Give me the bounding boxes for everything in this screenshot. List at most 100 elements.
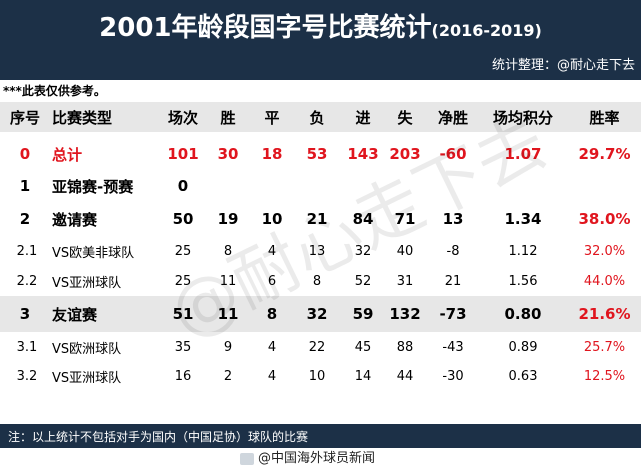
cell-no: 3.2 (16, 368, 38, 384)
cell-loss: 32 (306, 305, 328, 323)
cell-draw: 18 (261, 145, 283, 163)
cell-played: 25 (174, 273, 192, 289)
cell-goals-for: 45 (354, 339, 372, 355)
cell-points-per-game (478, 170, 568, 202)
header-type: 比赛类型 (52, 108, 113, 127)
cell-goal-diff (428, 170, 478, 202)
cell-draw: 4 (267, 368, 277, 384)
compiler-credit: 统计整理：@耐心走下去 (491, 58, 635, 73)
cell-goal-diff: -60 (439, 145, 467, 163)
table-row: 3.1 VS欧洲球队 35 9 4 22 45 88 -43 0.89 25.7% (0, 332, 641, 362)
cell-win-rate: 25.7% (583, 339, 626, 355)
header-win: 胜 (220, 108, 236, 127)
table-header-row: 序号 比赛类型 场次 胜 平 负 进 失 净胜 场均积分 胜率 (0, 102, 641, 132)
table-row: 1 亚锦赛-预赛 0 (0, 170, 641, 202)
cell-goal-diff: -43 (442, 339, 464, 355)
cell-loss: 13 (308, 243, 326, 259)
cell-win (208, 170, 248, 202)
cell-no: 2 (19, 210, 31, 228)
cell-goal-diff: 21 (444, 273, 462, 289)
cell-goal-diff: -8 (446, 243, 460, 259)
cell-type: 总计 (52, 145, 83, 164)
cell-played: 16 (174, 368, 192, 384)
stats-table: 序号 比赛类型 场次胜平负进失净胜 场均积分 胜率 0 总计 101 30 18 53 143 203… (0, 102, 641, 424)
cell-points-per-game: 1.12 (508, 243, 538, 259)
cell-goals-for (338, 170, 388, 202)
cell-loss: 21 (306, 210, 328, 228)
source-credit-text: @中国海外球员新闻 (258, 451, 376, 466)
cell-win: 11 (219, 273, 237, 289)
compiler-bar: 统计整理：@耐心走下去 (0, 48, 641, 80)
cell-win: 19 (217, 210, 239, 228)
cell-goals-against: 132 (389, 305, 421, 323)
cell-draw: 6 (267, 273, 277, 289)
table-row: 2 邀请赛 50 19 10 21 84 71 13 1.34 38.0% (0, 202, 641, 236)
footnote-bar: 注：以上统计不包括对手为国内（中国足协）球队的比赛 (0, 424, 641, 448)
cell-type: 友谊赛 (52, 305, 98, 324)
cell-played: 101 (167, 145, 199, 163)
header-points-per-game: 场均积分 (492, 108, 553, 127)
cell-points-per-game: 1.56 (508, 273, 538, 289)
cell-points-per-game: 0.89 (508, 339, 538, 355)
cell-draw: 4 (267, 243, 277, 259)
cell-played: 50 (172, 210, 194, 228)
cell-goals-against: 44 (396, 368, 414, 384)
cell-goals-against: 71 (394, 210, 416, 228)
weibo-logo-icon (240, 452, 254, 465)
cell-goals-against: 40 (396, 243, 414, 259)
cell-no: 2.2 (16, 273, 38, 289)
disclaimer-note: ***此表仅供参考。 (3, 84, 106, 98)
cell-goals-for: 32 (354, 243, 372, 259)
cell-no: 3.1 (16, 339, 38, 355)
page-title: 2001年龄段国字号比赛统计(2016-2019) (0, 7, 641, 44)
table-row: 3.2 VS亚洲球队 16 2 4 10 14 44 -30 0.63 12.5% (0, 362, 641, 390)
cell-win: 9 (223, 339, 233, 355)
cell-points-per-game: 0.63 (508, 368, 538, 384)
cell-win-rate: 12.5% (583, 368, 626, 384)
cell-type: 邀请赛 (52, 210, 98, 229)
cell-draw: 8 (266, 305, 278, 323)
table-row: 2.1 VS欧美非球队 25 8 4 13 32 40 -8 1.12 32.0% (0, 236, 641, 266)
header-played: 场次 (167, 108, 198, 127)
cell-loss: 53 (306, 145, 328, 163)
title-main-text: 2001年龄段国字号比赛统计 (99, 13, 432, 43)
cell-goal-diff: -73 (439, 305, 467, 323)
cell-type: VS欧洲球队 (52, 341, 122, 357)
title-bar: 2001年龄段国字号比赛统计(2016-2019) (0, 0, 641, 48)
cell-goals-against: 31 (396, 273, 414, 289)
footnote: 注：以上统计不包括对手为国内（中国足协）球队的比赛 (8, 430, 309, 444)
cell-points-per-game: 1.34 (504, 210, 542, 228)
header-goals-for: 进 (355, 108, 371, 127)
table-row: 2.2 VS亚洲球队 25 11 6 8 52 31 21 1.56 44.0% (0, 266, 641, 296)
source-credit: @中国海外球员新闻 (240, 449, 375, 469)
header-win-rate: 胜率 (589, 108, 620, 127)
table-row: 3 友谊赛 51 11 8 32 59 132 -73 0.80 21.6% (0, 296, 641, 332)
cell-win-rate: 21.6% (578, 305, 631, 323)
cell-loss: 10 (308, 368, 326, 384)
cell-points-per-game: 1.07 (504, 145, 542, 163)
cell-goals-against (382, 170, 428, 202)
cell-goals-for: 59 (352, 305, 374, 323)
cell-no: 2.1 (16, 243, 38, 259)
cell-win: 11 (217, 305, 239, 323)
cell-type: VS欧美非球队 (52, 245, 135, 261)
header-draw: 平 (264, 108, 280, 127)
table-row: 0 总计 101 30 18 53 143 203 -60 1.07 29.7% (0, 138, 641, 170)
cell-win: 8 (223, 243, 233, 259)
cell-loss: 8 (312, 273, 322, 289)
cell-draw (252, 170, 292, 202)
cell-win-rate: 38.0% (578, 210, 631, 228)
cell-no: 0 (19, 145, 31, 163)
cell-win-rate: 32.0% (583, 243, 626, 259)
cell-win-rate (568, 170, 641, 202)
cell-win-rate: 44.0% (583, 273, 626, 289)
cell-win: 30 (217, 145, 239, 163)
cell-points-per-game: 0.80 (504, 305, 542, 323)
cell-played: 51 (172, 305, 194, 323)
cell-loss: 22 (308, 339, 326, 355)
cell-goals-against: 203 (389, 145, 421, 163)
cell-loss (295, 170, 339, 202)
cell-type: VS亚洲球队 (52, 370, 122, 386)
cell-goals-for: 84 (352, 210, 374, 228)
cell-goals-for: 143 (347, 145, 379, 163)
